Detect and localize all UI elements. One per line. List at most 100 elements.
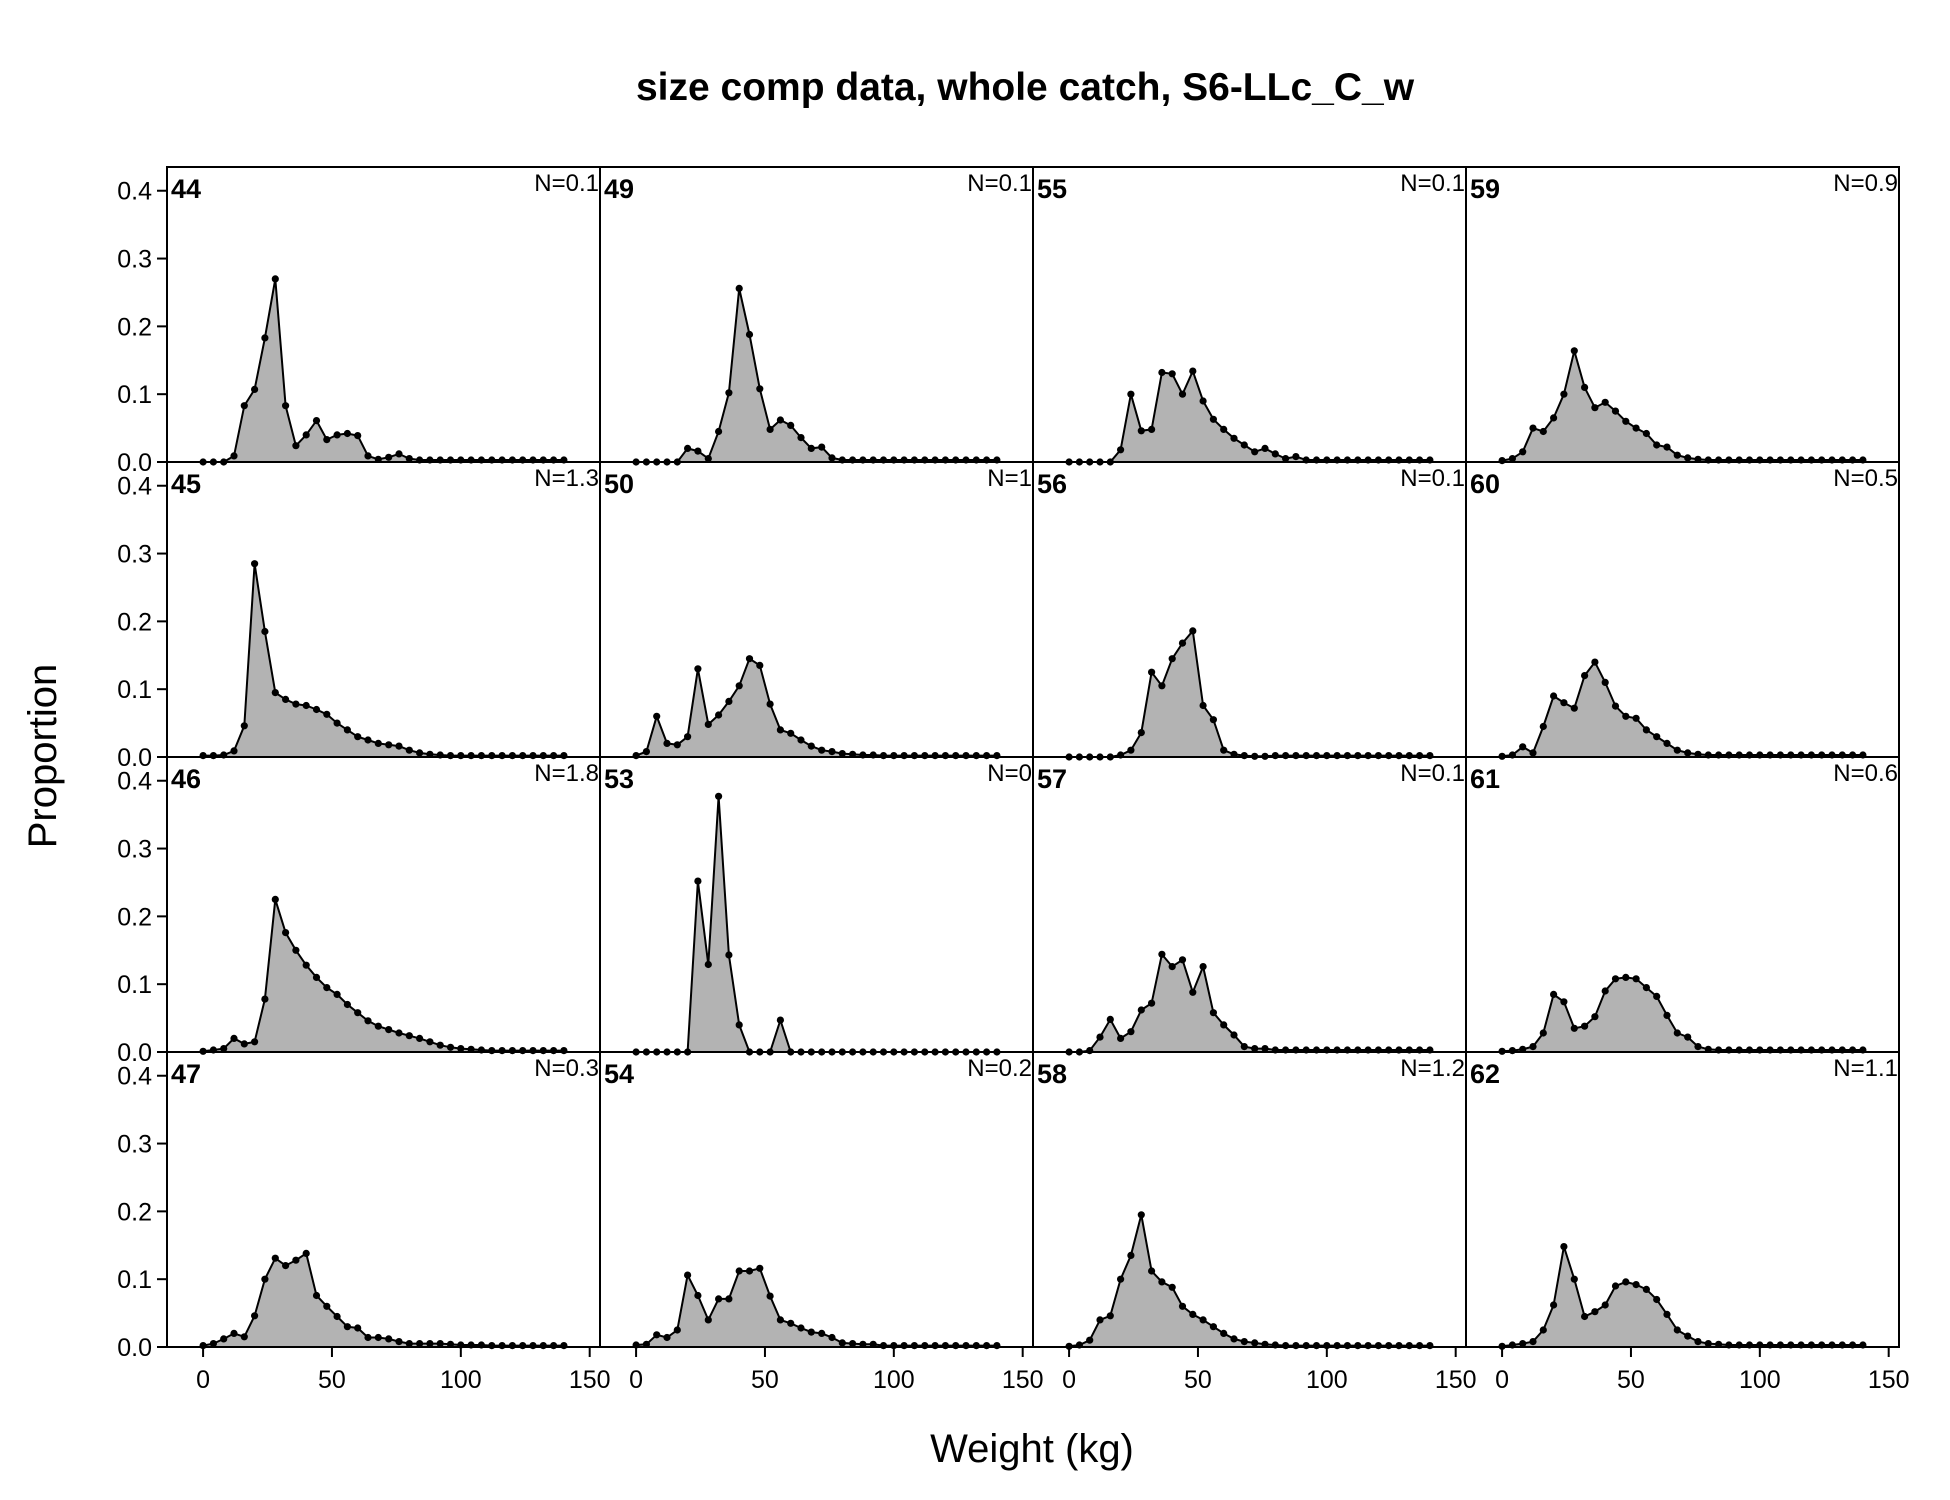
panel-label: 55 [1037,174,1067,204]
data-point [488,752,496,760]
data-point [374,1333,382,1342]
panel-61: 61 N=0.6 [1465,756,1900,1055]
data-point [1096,1033,1104,1041]
data-point [343,429,351,438]
data-point [271,275,279,283]
data-point [292,1256,300,1264]
sample-size-label: N=0.1 [1400,760,1465,787]
data-point [1405,752,1413,760]
x-tick-label: 150 [569,1366,611,1394]
data-point [1158,950,1166,958]
data-point [735,682,743,690]
data-point [1601,1301,1609,1309]
data-point [405,746,413,754]
data-point [1529,1043,1537,1051]
data-point [240,1040,248,1048]
data-point [1673,1029,1681,1037]
data-point [539,752,547,760]
series-line-53 [636,796,997,1053]
x-tick-label: 150 [1002,1366,1044,1394]
panel-label: 49 [604,174,634,204]
panel-label: 62 [1470,1059,1500,1089]
y-tick-label: 0.3 [117,1131,152,1159]
data-point [1416,1342,1424,1350]
x-tick-label: 150 [1868,1366,1910,1394]
y-tick-label: 0.1 [117,381,152,409]
data-point [261,995,269,1003]
data-point [1385,1342,1393,1350]
data-point [807,1328,815,1336]
data-point [1663,739,1671,748]
series-line-46 [202,899,564,1053]
sample-size-label: N=0.3 [534,1055,599,1082]
sample-size-label: N=0.1 [534,170,599,197]
data-point [385,741,393,749]
data-point [838,750,846,758]
data-point [1581,383,1589,391]
y-tick-label: 0.3 [117,836,152,864]
data-point [673,741,681,749]
data-point [818,1329,826,1337]
data-point [529,1342,537,1350]
chart-title: size comp data, whole catch, S6-LLc_C_w [636,66,1415,109]
data-point [1416,752,1424,760]
data-point [1292,453,1300,461]
data-point [1529,424,1537,432]
data-point [797,736,805,744]
panel-56: 56 N=0.1 [1032,461,1467,761]
data-point [1591,658,1599,666]
data-point [1137,1006,1145,1014]
data-point [1508,1047,1516,1055]
panel-frame [166,461,601,758]
data-point [735,284,743,292]
data-point [426,1340,434,1348]
data-point [941,1342,950,1350]
panel-label: 50 [604,469,634,499]
y-axis: 0.00.10.20.30.40.00.10.20.30.40.00.10.20… [117,178,167,1362]
sample-size-label: N=0.1 [1400,465,1465,492]
panel-53: 53 N=0 [599,756,1034,1056]
data-point [1271,752,1279,760]
data-point [282,402,290,410]
area-fill-62 [1502,1246,1863,1347]
data-point [508,1047,516,1055]
data-point [395,742,403,750]
data-point [354,1009,362,1017]
area-fill-47 [203,1253,564,1347]
data-point [302,701,310,710]
y-tick-label: 0.2 [117,313,152,341]
data-point [1591,1308,1599,1316]
data-point [1426,1342,1434,1350]
panel-62: 62 N=1.1 [1465,1051,1900,1350]
panel-frame [1032,461,1467,758]
data-point [1395,752,1403,760]
data-point [405,1340,413,1348]
data-point [1086,1336,1094,1344]
data-point [1684,1033,1692,1041]
x-tick-label: 0 [629,1366,643,1394]
data-point [1271,450,1279,458]
data-point [550,752,558,760]
x-tick-label: 0 [1495,1366,1509,1394]
data-point [1282,752,1290,760]
data-point [385,1026,393,1034]
data-point [1230,1031,1238,1039]
data-point [1611,1282,1620,1290]
data-point [694,877,702,885]
sample-size-label: N=1.3 [534,465,599,492]
y-tick-label: 0.4 [117,1063,152,1091]
data-point [1560,1243,1568,1251]
data-point [1663,1011,1671,1020]
data-point [1230,434,1238,442]
data-point [1230,1335,1238,1343]
data-point [715,1295,723,1303]
data-point [333,990,341,999]
data-point [1354,752,1362,760]
data-point [1663,1310,1671,1318]
data-point [539,1047,547,1055]
data-point [302,1249,310,1257]
data-point [1106,1015,1114,1024]
x-tick-label: 100 [1306,1366,1348,1394]
sample-size-label: N=0.1 [1400,170,1465,197]
data-point [1209,415,1217,423]
